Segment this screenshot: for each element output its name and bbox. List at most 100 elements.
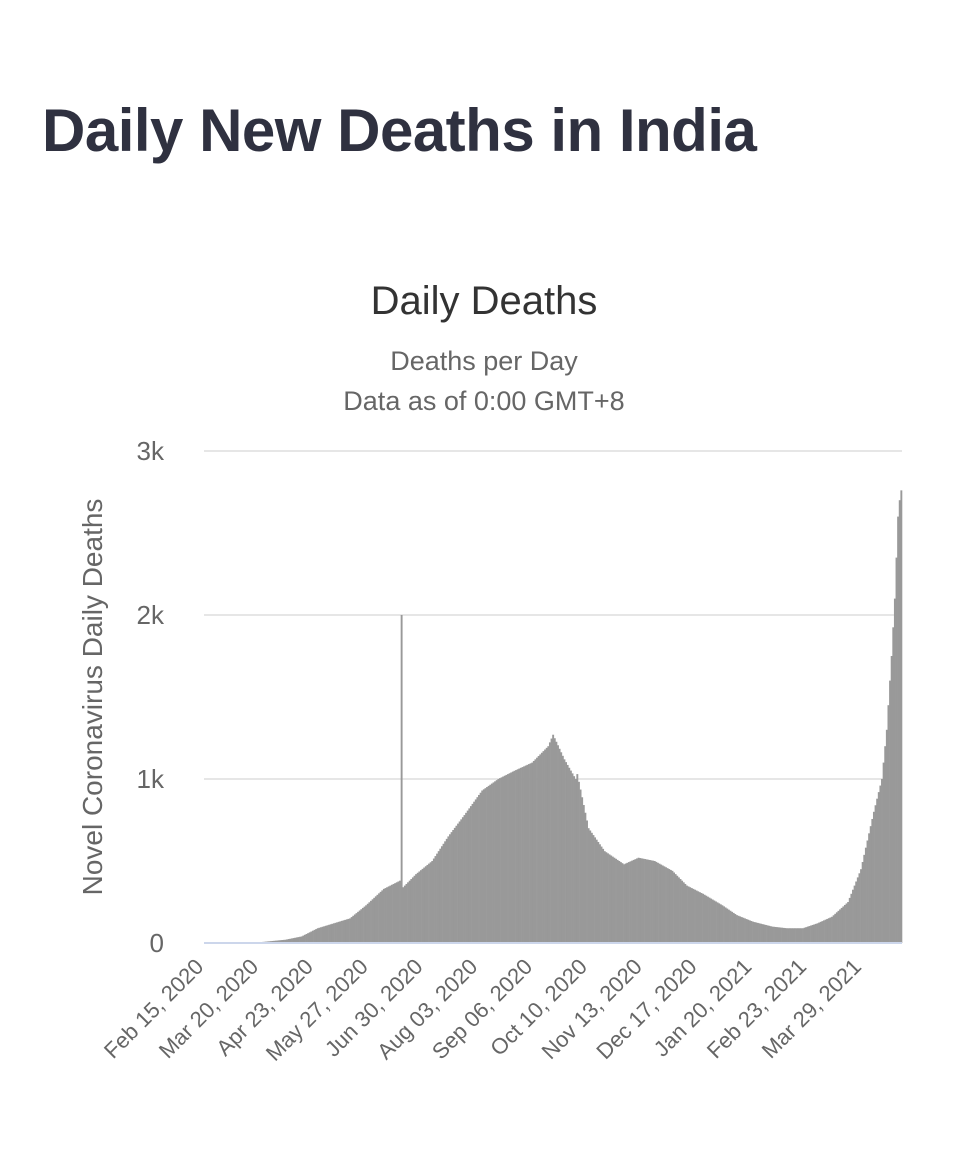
bar xyxy=(574,779,577,943)
bar xyxy=(347,918,350,943)
bar xyxy=(769,926,772,943)
bar xyxy=(316,928,319,943)
bar xyxy=(281,940,284,943)
bar xyxy=(489,784,492,943)
bar xyxy=(557,745,559,943)
bar xyxy=(384,888,387,943)
bar xyxy=(872,811,875,943)
bar xyxy=(858,873,861,943)
bar xyxy=(816,923,819,943)
bar xyxy=(668,869,671,943)
bar xyxy=(603,851,606,943)
bar xyxy=(423,867,426,943)
bar xyxy=(460,819,463,943)
bar xyxy=(727,909,730,943)
bar xyxy=(444,841,447,943)
bar xyxy=(692,888,695,943)
bar xyxy=(756,922,759,943)
bar xyxy=(286,939,289,943)
bar xyxy=(428,863,430,943)
bar xyxy=(371,899,374,943)
bar xyxy=(507,774,509,943)
bar xyxy=(447,836,450,943)
bar xyxy=(410,879,413,943)
y-tick-labels: 0 1k 2k 3k xyxy=(137,436,165,958)
bar xyxy=(647,859,650,943)
bar xyxy=(378,893,381,943)
bar xyxy=(510,772,513,943)
bar xyxy=(671,870,674,943)
bar xyxy=(429,862,432,943)
bar xyxy=(323,926,326,943)
bar xyxy=(655,861,658,943)
bar xyxy=(400,615,403,943)
bar xyxy=(800,928,803,943)
bar xyxy=(531,762,534,943)
bar xyxy=(426,864,429,943)
bar xyxy=(842,906,845,943)
bar xyxy=(823,920,825,943)
bar xyxy=(349,918,351,943)
bar xyxy=(863,854,866,943)
bar xyxy=(432,858,435,943)
bar xyxy=(797,928,800,943)
bar xyxy=(784,928,787,943)
bar xyxy=(457,823,459,943)
bar xyxy=(827,918,830,943)
bar xyxy=(761,924,764,943)
bar xyxy=(774,926,777,943)
bar xyxy=(582,805,585,943)
bar xyxy=(284,939,287,943)
bar xyxy=(660,864,663,943)
bar xyxy=(539,754,542,943)
bar xyxy=(523,766,526,943)
bar xyxy=(403,885,406,943)
bar xyxy=(792,928,795,943)
bar xyxy=(534,759,537,943)
bar xyxy=(874,805,877,943)
bar xyxy=(307,933,310,943)
bar xyxy=(305,933,308,943)
bar xyxy=(312,930,314,943)
y-tick-label: 3k xyxy=(137,436,165,466)
bar xyxy=(342,920,345,943)
bar xyxy=(566,764,569,943)
bar xyxy=(745,919,748,943)
bar xyxy=(332,923,335,943)
bar xyxy=(829,917,832,943)
bar xyxy=(636,858,638,943)
bar xyxy=(326,925,329,943)
bar xyxy=(440,846,443,943)
bar xyxy=(656,862,659,943)
bar xyxy=(505,774,508,943)
bar xyxy=(445,838,448,943)
bar xyxy=(336,922,339,943)
bar xyxy=(486,787,489,943)
bar xyxy=(665,867,667,943)
bar xyxy=(811,924,814,943)
bar xyxy=(344,919,347,943)
bar xyxy=(337,921,340,943)
bar xyxy=(341,920,343,943)
bar xyxy=(674,874,677,943)
bar xyxy=(637,857,640,943)
bar xyxy=(789,928,792,943)
bar xyxy=(407,882,410,943)
bar xyxy=(661,865,664,943)
bar xyxy=(563,759,566,943)
bar xyxy=(860,869,862,943)
bar xyxy=(405,883,408,943)
bar xyxy=(681,880,684,943)
bar xyxy=(781,927,784,943)
bar xyxy=(569,770,572,943)
bar xyxy=(866,840,869,943)
bar xyxy=(747,919,750,943)
bar xyxy=(629,861,632,943)
bar xyxy=(755,922,758,943)
bar xyxy=(700,892,703,943)
bar-series-daily-deaths xyxy=(252,490,903,943)
bar xyxy=(544,749,547,943)
bar xyxy=(558,748,561,943)
bar xyxy=(695,890,698,943)
bar xyxy=(632,859,635,943)
